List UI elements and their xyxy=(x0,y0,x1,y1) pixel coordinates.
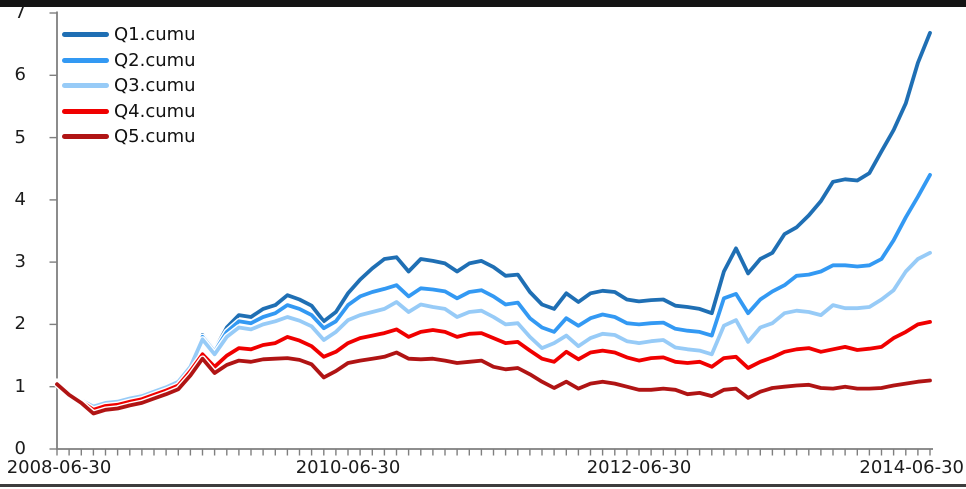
legend-label-q5: Q5.cumu xyxy=(114,126,196,148)
series-line-Q5.cumu xyxy=(55,350,932,416)
y-axis-tick-label: 6 xyxy=(14,64,26,85)
legend-line-sample-q5 xyxy=(62,134,109,140)
legend-line-sample-q2 xyxy=(62,57,109,63)
series-line-Q3.cumu xyxy=(55,250,932,409)
x-axis-tick-label: 2014-06-30 xyxy=(859,457,964,478)
window-top-bar xyxy=(0,0,966,7)
legend-label-q1: Q1.cumu xyxy=(114,24,196,46)
window-bottom-rule xyxy=(0,484,966,487)
x-axis-tick-label: 2010-06-30 xyxy=(295,457,401,478)
legend-label-q2: Q2.cumu xyxy=(114,49,196,71)
y-axis-tick-label: 7 xyxy=(14,2,26,23)
legend-item-q1: Q1.cumu xyxy=(62,22,196,48)
legend-item-q3: Q3.cumu xyxy=(62,73,196,99)
legend-line-sample-q1 xyxy=(62,32,109,38)
legend-label-q4: Q4.cumu xyxy=(114,100,196,122)
y-axis-tick-label: 2 xyxy=(14,313,26,334)
y-axis-tick-label: 5 xyxy=(14,127,26,148)
legend: Q1.cumu Q2.cumu Q3.cumu Q4.cumu Q5.cumu xyxy=(62,22,196,150)
legend-label-q3: Q3.cumu xyxy=(114,75,196,97)
legend-item-q4: Q4.cumu xyxy=(62,99,196,125)
legend-line-sample-q3 xyxy=(62,83,109,89)
legend-item-q5: Q5.cumu xyxy=(62,124,196,150)
y-axis-tick-label: 3 xyxy=(14,251,26,272)
x-axis-tick-label: 2012-06-30 xyxy=(586,457,692,478)
x-axis-tick-label: 2008-06-30 xyxy=(6,457,112,478)
legend-line-sample-q4 xyxy=(62,108,109,114)
series-line-Q4.cumu xyxy=(55,319,932,412)
legend-item-q2: Q2.cumu xyxy=(62,48,196,74)
y-axis-tick-label: 1 xyxy=(14,376,26,397)
y-axis-tick-label: 0 xyxy=(14,438,26,459)
y-axis-tick-label: 4 xyxy=(14,189,26,210)
